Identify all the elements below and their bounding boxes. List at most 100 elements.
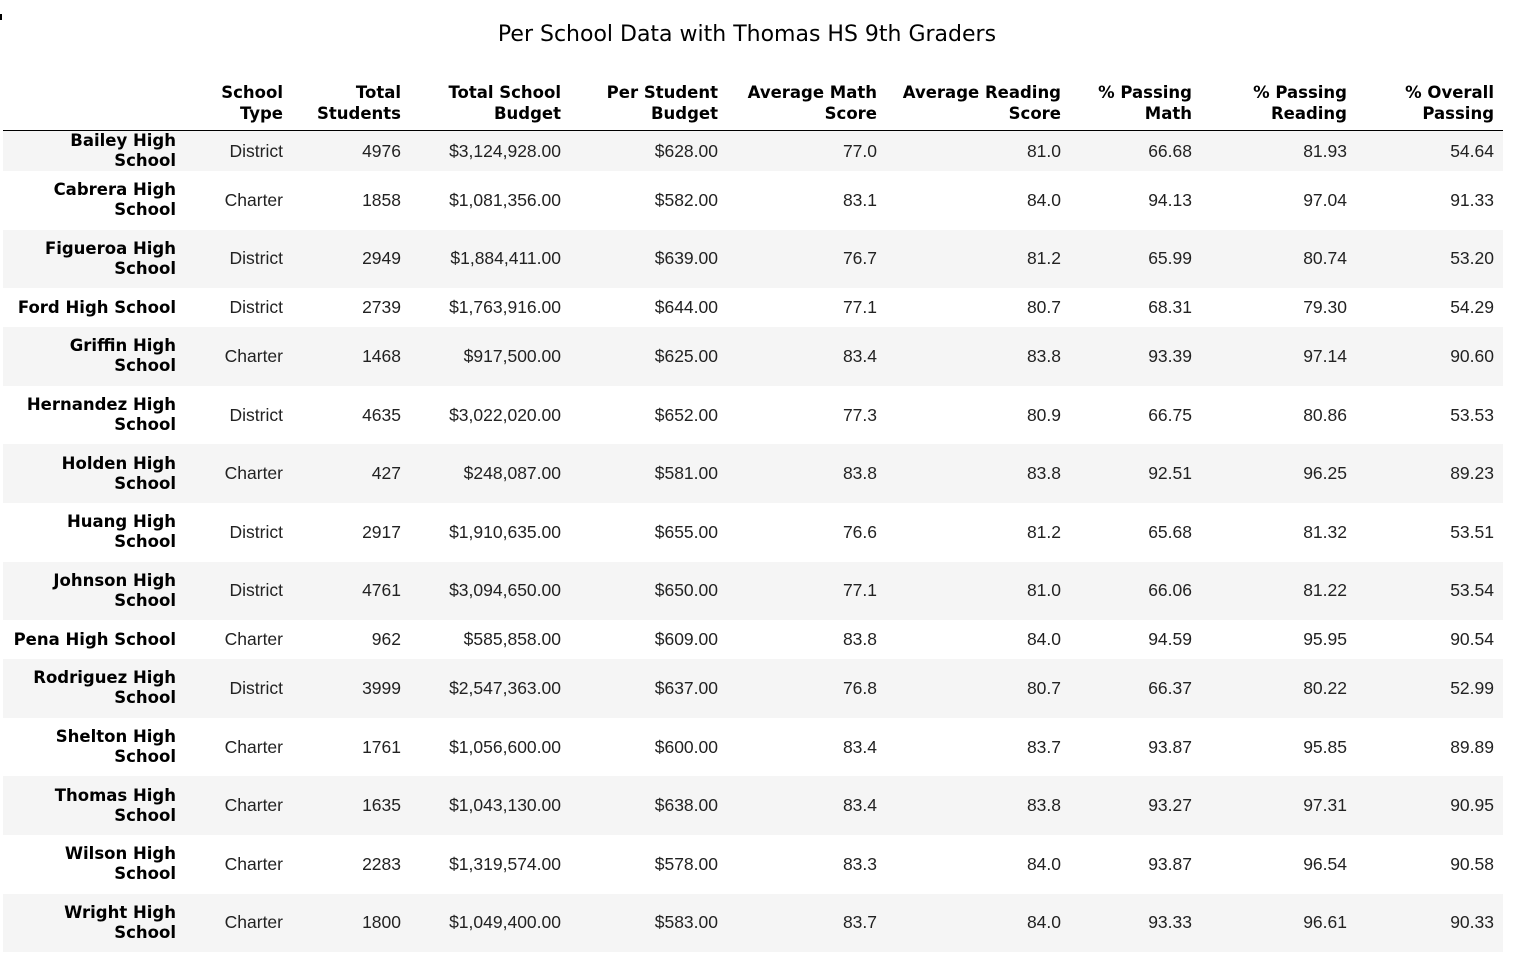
avg-math-cell: 76.7 [842,248,877,269]
avg-reading-cell: 84.0 [1026,912,1061,933]
avg-math-cell: 76.6 [842,521,877,542]
per-student-budget-cell: $652.00 [654,404,718,425]
passing-math-cell: 92.51 [1148,463,1192,484]
passing-math-cell: 66.06 [1148,580,1192,601]
school-name-cell: Shelton High School [55,727,176,767]
per-student-budget-cell: $639.00 [654,248,718,269]
avg-reading-cell: 84.0 [1026,189,1061,210]
avg-reading-cell: 80.9 [1026,404,1061,425]
overall-passing-cell: 90.54 [1450,629,1494,650]
avg-reading-cell: 80.7 [1026,677,1061,698]
passing-math-cell: 65.68 [1148,521,1192,542]
school-type-cell: Charter [224,912,283,933]
avg-reading-cell: 81.2 [1026,248,1061,269]
avg-reading-cell: 80.7 [1026,297,1061,318]
overall-passing-cell: 53.20 [1450,248,1494,269]
total-budget-cell: $1,319,574.00 [449,853,561,874]
per-student-budget-cell: $578.00 [654,853,718,874]
school-name-cell: Griffin High School [69,336,176,376]
avg-reading-cell: 83.8 [1026,463,1061,484]
school-name-cell: Wright High School [64,902,176,942]
avg-math-cell: 83.7 [842,912,877,933]
passing-reading-cell: 97.14 [1303,345,1347,366]
passing-reading-cell: 96.25 [1303,463,1347,484]
passing-math-cell: 93.39 [1148,345,1192,366]
passing-math-cell: 94.59 [1148,629,1192,650]
school-name-cell: Thomas High School [54,785,176,825]
school-type-cell: Charter [224,736,283,757]
column-header-total-school-budget: Total School Budget [410,72,570,131]
table-row: Rodriguez High School District 3999 $2,547,… [3,659,1503,718]
per-student-budget-cell: $628.00 [654,140,718,161]
table-row: Thomas High School Charter 1635 $1,043,130.… [3,776,1503,835]
avg-reading-cell: 84.0 [1026,853,1061,874]
total-students-cell: 1761 [362,736,401,757]
table-row: Johnson High School District 4761 $3,094,65… [3,561,1503,621]
column-header-average-math-score: Average Math Score [727,72,886,131]
avg-math-cell: 83.4 [842,795,877,816]
school-name-cell: Rodriguez High School [33,668,176,708]
passing-reading-cell: 97.31 [1303,795,1347,816]
school-type-cell: District [229,404,283,425]
table-row: Holden High School Charter 427 $248,087.00 $… [3,444,1503,503]
total-students-cell: 1858 [362,189,401,210]
per-student-budget-cell: $582.00 [654,189,718,210]
school-type-cell: District [229,140,283,161]
avg-math-cell: 83.4 [842,736,877,757]
passing-reading-cell: 81.22 [1303,580,1347,601]
school-name-cell: Holden High School [61,453,176,493]
total-budget-cell: $1,910,635.00 [449,521,561,542]
passing-math-cell: 66.37 [1148,677,1192,698]
total-students-cell: 4761 [362,580,401,601]
school-type-cell: District [229,248,283,269]
passing-math-cell: 93.27 [1148,795,1192,816]
avg-reading-cell: 83.7 [1026,736,1061,757]
school-name-cell: Bailey High School [70,131,176,170]
per-student-budget-cell: $638.00 [654,795,718,816]
total-budget-cell: $1,056,600.00 [449,736,561,757]
total-budget-cell: $248,087.00 [463,463,561,484]
table-row: Bailey High School District 4976 $3,124,928… [3,130,1503,171]
avg-math-cell: 83.8 [842,629,877,650]
per-student-budget-cell: $655.00 [654,521,718,542]
passing-reading-cell: 95.95 [1303,629,1347,650]
passing-math-cell: 65.99 [1148,248,1192,269]
avg-math-cell: 83.4 [842,345,877,366]
total-students-cell: 2949 [362,248,401,269]
school-type-cell: District [229,580,283,601]
per-student-budget-cell: $625.00 [654,345,718,366]
header-row: School Type Total Students Total School … [3,72,1503,131]
avg-reading-cell: 83.8 [1026,795,1061,816]
school-name-cell: Huang High School [66,512,176,552]
school-type-cell: Charter [224,629,283,650]
school-name-cell: Wilson High School [64,844,176,884]
passing-reading-cell: 80.22 [1303,677,1347,698]
passing-reading-cell: 95.85 [1303,736,1347,757]
total-students-cell: 1800 [362,912,401,933]
passing-math-cell: 93.87 [1148,853,1192,874]
total-students-cell: 427 [371,463,401,484]
total-budget-cell: $917,500.00 [463,345,561,366]
per-student-budget-cell: $609.00 [654,629,718,650]
avg-math-cell: 77.0 [842,140,877,161]
table-row: Huang High School District 2917 $1,910,635.… [3,502,1503,562]
per-student-budget-cell: $637.00 [654,677,718,698]
total-students-cell: 2917 [362,521,401,542]
overall-passing-cell: 53.54 [1450,580,1494,601]
overall-passing-cell: 89.89 [1450,736,1494,757]
school-name-cell: Hernandez High School [26,395,176,435]
avg-math-cell: 77.3 [842,404,877,425]
table-row: Shelton High School Charter 1761 $1,056,600… [3,717,1503,777]
school-type-cell: Charter [224,345,283,366]
total-budget-cell: $3,022,020.00 [449,404,561,425]
page-title: Per School Data with Thomas HS 9th Grade… [497,22,997,47]
per-student-budget-cell: $650.00 [654,580,718,601]
total-students-cell: 1468 [362,345,401,366]
avg-math-cell: 77.1 [842,297,877,318]
overall-passing-cell: 90.58 [1450,853,1494,874]
school-name-cell: Ford High School [17,297,176,317]
avg-math-cell: 76.8 [842,677,877,698]
total-budget-cell: $3,124,928.00 [449,140,561,161]
total-budget-cell: $2,547,363.00 [449,677,561,698]
column-header-per-student-budget: Per Student Budget [570,72,727,131]
